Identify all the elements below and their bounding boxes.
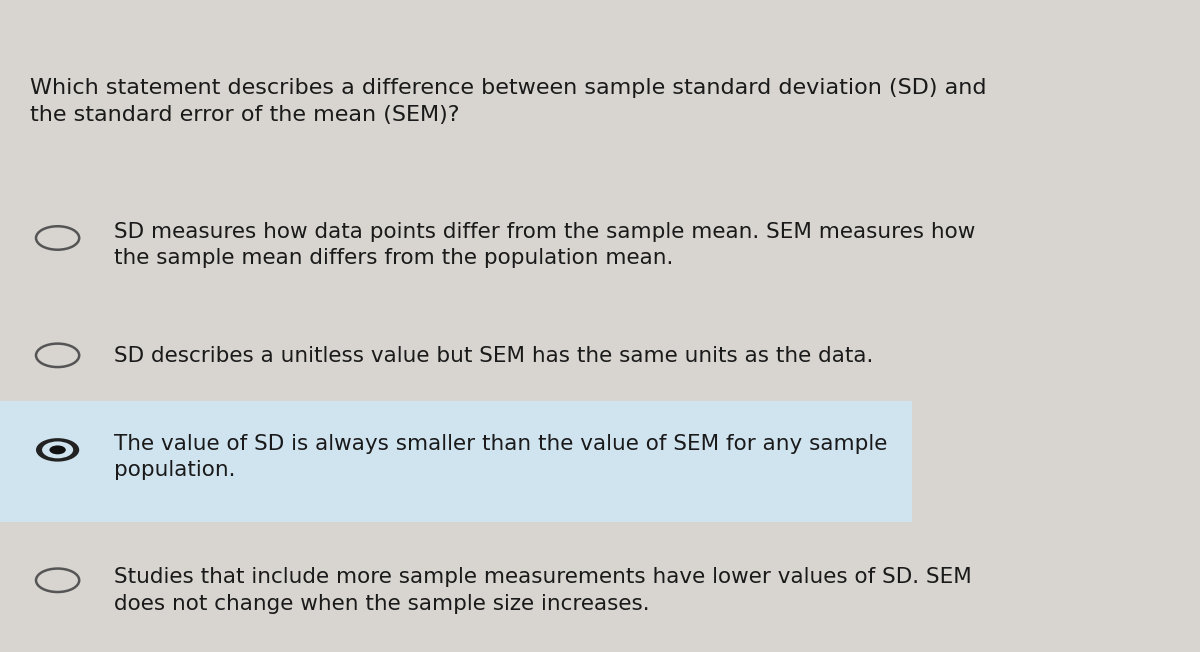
Text: The value of SD is always smaller than the value of SEM for any sample
populatio: The value of SD is always smaller than t… xyxy=(114,434,887,480)
Text: Which statement describes a difference between sample standard deviation (SD) an: Which statement describes a difference b… xyxy=(30,78,986,125)
Circle shape xyxy=(36,438,79,462)
FancyBboxPatch shape xyxy=(0,401,912,522)
Text: Studies that include more sample measurements have lower values of SD. SEM
does : Studies that include more sample measure… xyxy=(114,567,972,614)
Text: SD measures how data points differ from the sample mean. SEM measures how
the sa: SD measures how data points differ from … xyxy=(114,222,976,268)
Text: SD describes a unitless value but SEM has the same units as the data.: SD describes a unitless value but SEM ha… xyxy=(114,346,874,366)
Circle shape xyxy=(42,441,73,458)
Circle shape xyxy=(49,445,66,454)
